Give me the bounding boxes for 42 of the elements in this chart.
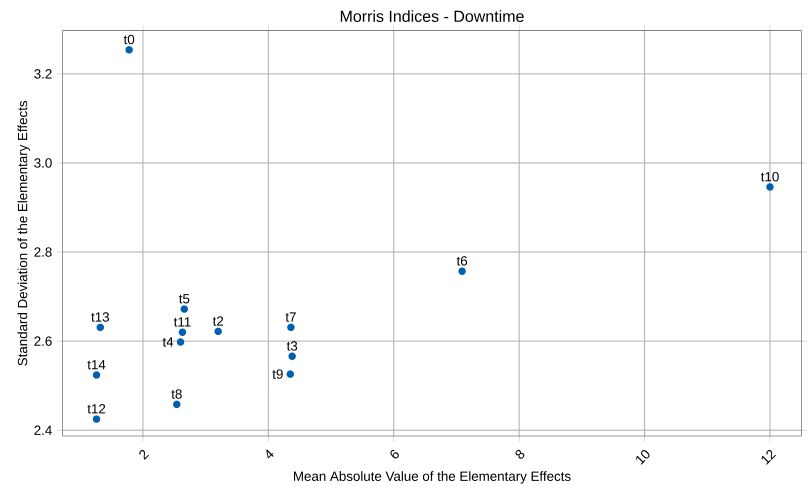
annotation: t7 [286,312,296,322]
point [214,328,222,336]
x-tick-label: 6 [390,450,399,458]
y-axis-title: Standard Deviation of the Elementary Effects [17,100,30,366]
annotation: t11 [174,317,191,327]
annotation: t6 [456,256,468,266]
annotation: t10 [760,172,779,182]
annotation: t9 [272,369,283,379]
annotation: t4 [162,337,174,347]
y-tick-label: 3.0 [34,158,52,168]
y-tick-label: 2.8 [34,247,52,257]
x-tick-label: 8 [515,450,524,459]
annotation: t5 [178,294,190,304]
point [288,352,296,360]
point [176,338,184,346]
point [458,267,466,275]
y-tick-label: 2.6 [34,336,52,346]
point [92,415,100,423]
y-tick-label: 3.2 [34,69,52,79]
point [180,305,188,313]
point [286,370,294,378]
annotation: t0 [124,34,134,44]
point [92,371,100,379]
point [766,183,774,191]
x-tick-label: 12 [762,450,776,465]
x-axis-title: Mean Absolute Value of the Elementary Effects [294,471,571,484]
point [125,46,133,54]
annotation: t3 [286,341,298,351]
annotation: t2 [212,316,224,326]
point [287,324,295,332]
annotation: t13 [91,312,109,322]
y-tick-label: 2.4 [34,426,52,435]
annotation: t8 [171,389,182,399]
chart-title: Morris Indices - Downtime [340,10,524,22]
annotation: t12 [87,404,106,414]
annotation: t14 [87,360,106,370]
point [173,400,181,408]
x-tick-label: 2 [139,450,150,460]
x-tick-label: 4 [266,450,274,458]
x-tick-label: 10 [636,450,650,465]
point [178,328,186,336]
point [96,324,104,332]
